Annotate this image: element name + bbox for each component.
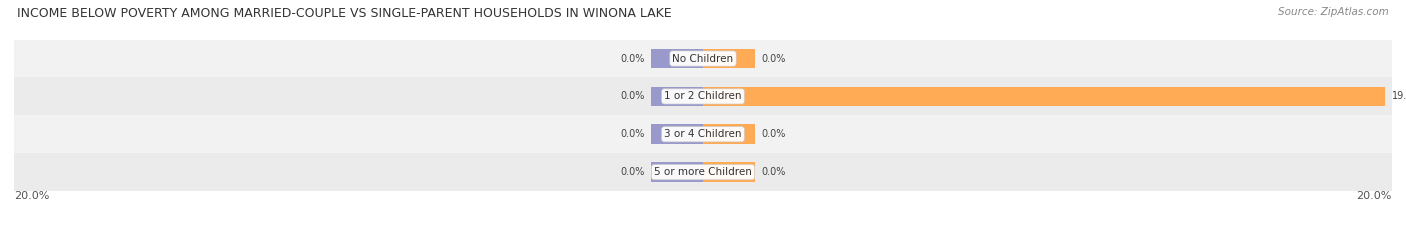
Bar — [14, 153, 1392, 191]
Text: 0.0%: 0.0% — [762, 129, 786, 139]
Text: 20.0%: 20.0% — [14, 191, 49, 201]
Text: 0.0%: 0.0% — [762, 54, 786, 64]
Bar — [14, 77, 1392, 115]
Bar — [651, 162, 703, 182]
Text: 0.0%: 0.0% — [762, 167, 786, 177]
Bar — [703, 49, 755, 68]
Text: 0.0%: 0.0% — [620, 167, 644, 177]
Text: 5 or more Children: 5 or more Children — [654, 167, 752, 177]
Text: 0.0%: 0.0% — [620, 129, 644, 139]
Bar — [651, 124, 703, 144]
Bar — [651, 49, 703, 68]
Text: 19.8%: 19.8% — [1392, 91, 1406, 101]
Text: INCOME BELOW POVERTY AMONG MARRIED-COUPLE VS SINGLE-PARENT HOUSEHOLDS IN WINONA : INCOME BELOW POVERTY AMONG MARRIED-COUPL… — [17, 7, 672, 20]
Text: 0.0%: 0.0% — [620, 91, 644, 101]
Bar — [14, 40, 1392, 77]
Text: 3 or 4 Children: 3 or 4 Children — [664, 129, 742, 139]
Bar — [703, 87, 1385, 106]
Text: 1 or 2 Children: 1 or 2 Children — [664, 91, 742, 101]
Bar — [703, 162, 755, 182]
Text: Source: ZipAtlas.com: Source: ZipAtlas.com — [1278, 7, 1389, 17]
Text: 0.0%: 0.0% — [620, 54, 644, 64]
Bar — [651, 87, 703, 106]
Bar — [14, 115, 1392, 153]
Text: No Children: No Children — [672, 54, 734, 64]
Bar — [703, 124, 755, 144]
Text: 20.0%: 20.0% — [1357, 191, 1392, 201]
